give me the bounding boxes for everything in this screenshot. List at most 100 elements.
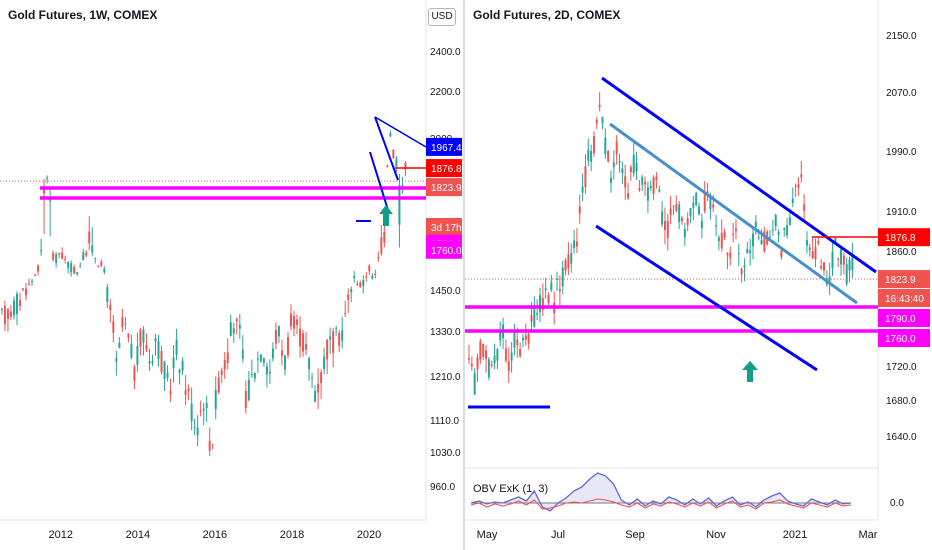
candle-body bbox=[380, 237, 383, 254]
chart-background bbox=[0, 0, 463, 550]
candle-body bbox=[732, 233, 735, 235]
candle-body bbox=[58, 253, 61, 255]
channel-line-lower[interactable] bbox=[369, 151, 389, 211]
candle-body bbox=[374, 273, 377, 275]
candle-body bbox=[666, 220, 669, 238]
candle-body bbox=[627, 193, 630, 199]
panel-divider[interactable] bbox=[463, 0, 465, 550]
candle-body bbox=[106, 287, 109, 302]
candle-body bbox=[368, 265, 371, 272]
candle-body bbox=[196, 427, 199, 436]
price-tag-label: 1790.0 bbox=[885, 314, 916, 325]
candle-body bbox=[493, 355, 496, 364]
candle-body bbox=[521, 337, 524, 341]
price-tag-label: 1760.0 bbox=[431, 246, 462, 257]
weekly-chart-svg[interactable]: 2400.0 2200.0 1450.0 1330.0 1210.0 1110.0 1030… bbox=[0, 0, 463, 550]
currency-button[interactable]: USD bbox=[428, 8, 456, 26]
candle-body bbox=[780, 250, 783, 257]
price-tick-label: 1640.0 bbox=[886, 432, 917, 443]
candle-body bbox=[139, 329, 142, 347]
candle-body bbox=[127, 333, 130, 338]
price-tick-label: 1680.0 bbox=[886, 396, 917, 407]
candle-body bbox=[371, 275, 374, 279]
candle-body bbox=[202, 408, 205, 411]
time-axis: May Jul Sep Nov 2021 Mar bbox=[477, 529, 878, 541]
candle-body bbox=[253, 372, 256, 379]
price-tick-label: 960.0 bbox=[430, 482, 455, 493]
candle-body bbox=[638, 188, 641, 191]
candle-body bbox=[241, 349, 244, 359]
candle-body bbox=[840, 249, 843, 265]
candle-body bbox=[749, 250, 752, 254]
candle-body bbox=[118, 342, 121, 349]
two-day-chart-panel[interactable]: OBV ExK (1, 3) 0.0 2150.0 2070.0 1990.0 1910… bbox=[465, 0, 932, 550]
candle-body bbox=[184, 390, 187, 396]
candle-body bbox=[771, 229, 774, 231]
candle-body bbox=[323, 356, 326, 370]
candle-body bbox=[842, 255, 845, 265]
price-tick-label: 2200.0 bbox=[430, 87, 461, 98]
candle-body bbox=[774, 214, 777, 227]
tag-leader-blue[interactable] bbox=[374, 116, 427, 148]
candle-body bbox=[479, 341, 482, 360]
channel-line-upper[interactable] bbox=[601, 76, 877, 274]
channel-line-upper[interactable] bbox=[374, 116, 399, 181]
candle-body bbox=[646, 187, 649, 201]
candle-body bbox=[717, 237, 720, 242]
candle-body bbox=[395, 158, 398, 167]
candle-body bbox=[286, 337, 289, 356]
time-tick-label: Jul bbox=[551, 529, 565, 541]
price-tags: 1876.8 1823.9 16:43:40 1790.0 1760.0 bbox=[878, 228, 930, 347]
candle-body bbox=[277, 326, 280, 337]
candle-body bbox=[612, 162, 615, 167]
price-tag bbox=[878, 228, 930, 247]
candle-body bbox=[592, 136, 595, 154]
time-tick-label: 2016 bbox=[203, 529, 227, 541]
candle-body bbox=[828, 276, 831, 285]
candle-body bbox=[678, 204, 681, 223]
candle-body bbox=[181, 360, 184, 371]
candle-body bbox=[578, 206, 581, 214]
candle-body bbox=[615, 141, 618, 155]
candle-body bbox=[329, 336, 332, 340]
candle-body bbox=[485, 350, 488, 359]
price-tick-label: 1910.0 bbox=[886, 207, 917, 218]
channel-line-lower[interactable] bbox=[595, 224, 818, 372]
candle-body bbox=[675, 204, 678, 211]
candle-body bbox=[740, 268, 743, 275]
candle-body bbox=[530, 315, 533, 322]
candle-body bbox=[256, 358, 259, 360]
candle-body bbox=[661, 211, 664, 225]
candle-body bbox=[172, 357, 175, 369]
candle-body bbox=[706, 191, 709, 194]
candle-body bbox=[280, 350, 283, 356]
price-tick-label: 1450.0 bbox=[430, 286, 461, 297]
candle-body bbox=[624, 176, 627, 188]
candle-body bbox=[686, 218, 689, 226]
candle-body bbox=[290, 313, 293, 327]
price-tick-label: 1030.0 bbox=[430, 448, 461, 459]
candle-body bbox=[769, 236, 772, 238]
candle-body bbox=[12, 300, 15, 316]
candle-body bbox=[754, 221, 757, 228]
obv-indicator[interactable]: OBV ExK (1, 3) 0.0 bbox=[470, 472, 904, 512]
candle-body bbox=[712, 204, 715, 208]
candle-body bbox=[817, 240, 820, 244]
weekly-chart-panel[interactable]: 2400.0 2200.0 1450.0 1330.0 1210.0 1110.0 1030… bbox=[0, 0, 463, 550]
candle-body bbox=[700, 220, 703, 229]
price-tag bbox=[426, 240, 462, 259]
candle-body bbox=[205, 402, 208, 408]
candle-body bbox=[151, 361, 154, 364]
price-tag bbox=[878, 289, 930, 307]
candle-body bbox=[561, 267, 564, 287]
candle-body bbox=[274, 329, 277, 344]
price-tag-label: 1823.9 bbox=[885, 275, 916, 286]
candle-body bbox=[703, 194, 706, 212]
candle-body bbox=[837, 258, 840, 260]
candle-body bbox=[786, 225, 789, 236]
candle-body bbox=[468, 358, 470, 360]
channel-midline[interactable] bbox=[609, 122, 858, 305]
candle-body bbox=[709, 195, 712, 210]
two-day-chart-svg[interactable]: OBV ExK (1, 3) 0.0 2150.0 2070.0 1990.0 1910… bbox=[465, 0, 932, 550]
candle-body bbox=[632, 154, 635, 174]
